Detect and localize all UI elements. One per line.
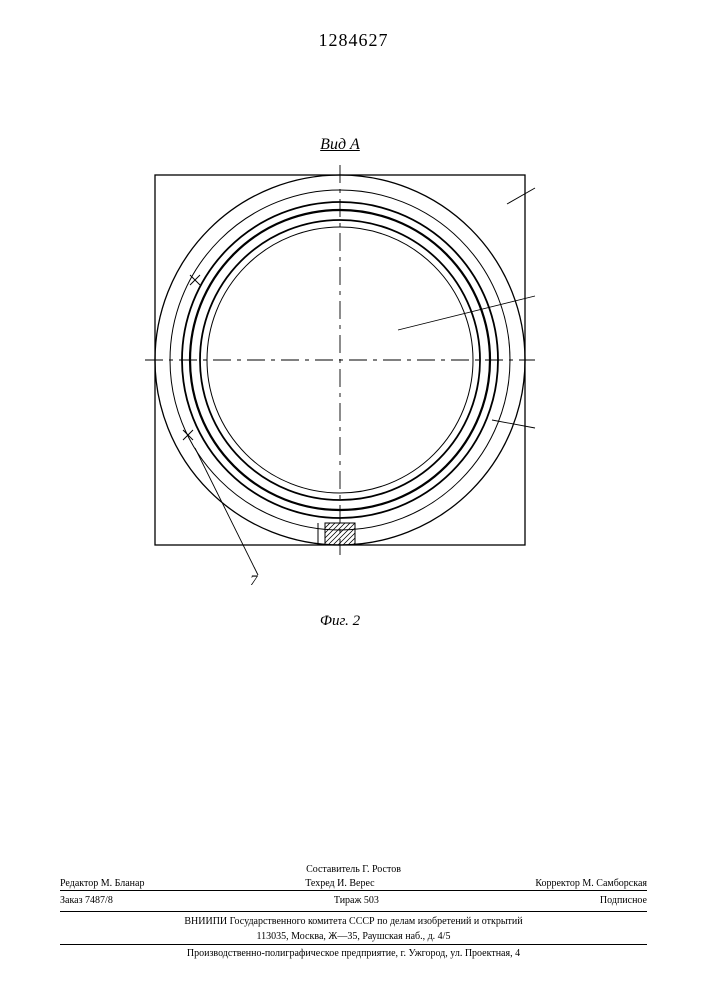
org-line: ВНИИПИ Государственного комитета СССР по…: [60, 915, 647, 929]
subscription: Подписное: [600, 894, 647, 908]
view-label: Вид А: [140, 136, 540, 154]
address-1: 113035, Москва, Ж—35, Раушская наб., д. …: [60, 930, 647, 944]
address-2: Производственно-полиграфическое предприя…: [60, 947, 647, 961]
corrector: Корректор М. Самборская: [535, 877, 647, 891]
svg-text:7: 7: [250, 573, 259, 589]
colophon: Составитель Г. Ростов Редактор М. Бланар…: [60, 861, 647, 960]
print-run: Тираж 503: [334, 894, 379, 908]
technical-drawing: 1347: [140, 160, 540, 590]
patent-number: 1284627: [0, 30, 707, 51]
figure-caption: Фиг. 2: [140, 613, 540, 630]
figure-area: Вид А 1347 Фиг. 2: [140, 160, 540, 600]
order-number: Заказ 7487/8: [60, 894, 113, 908]
compiler: Составитель Г. Ростов: [60, 863, 647, 877]
tech-editor: Техред И. Верес: [305, 877, 374, 891]
editor: Редактор М. Бланар: [60, 877, 144, 891]
